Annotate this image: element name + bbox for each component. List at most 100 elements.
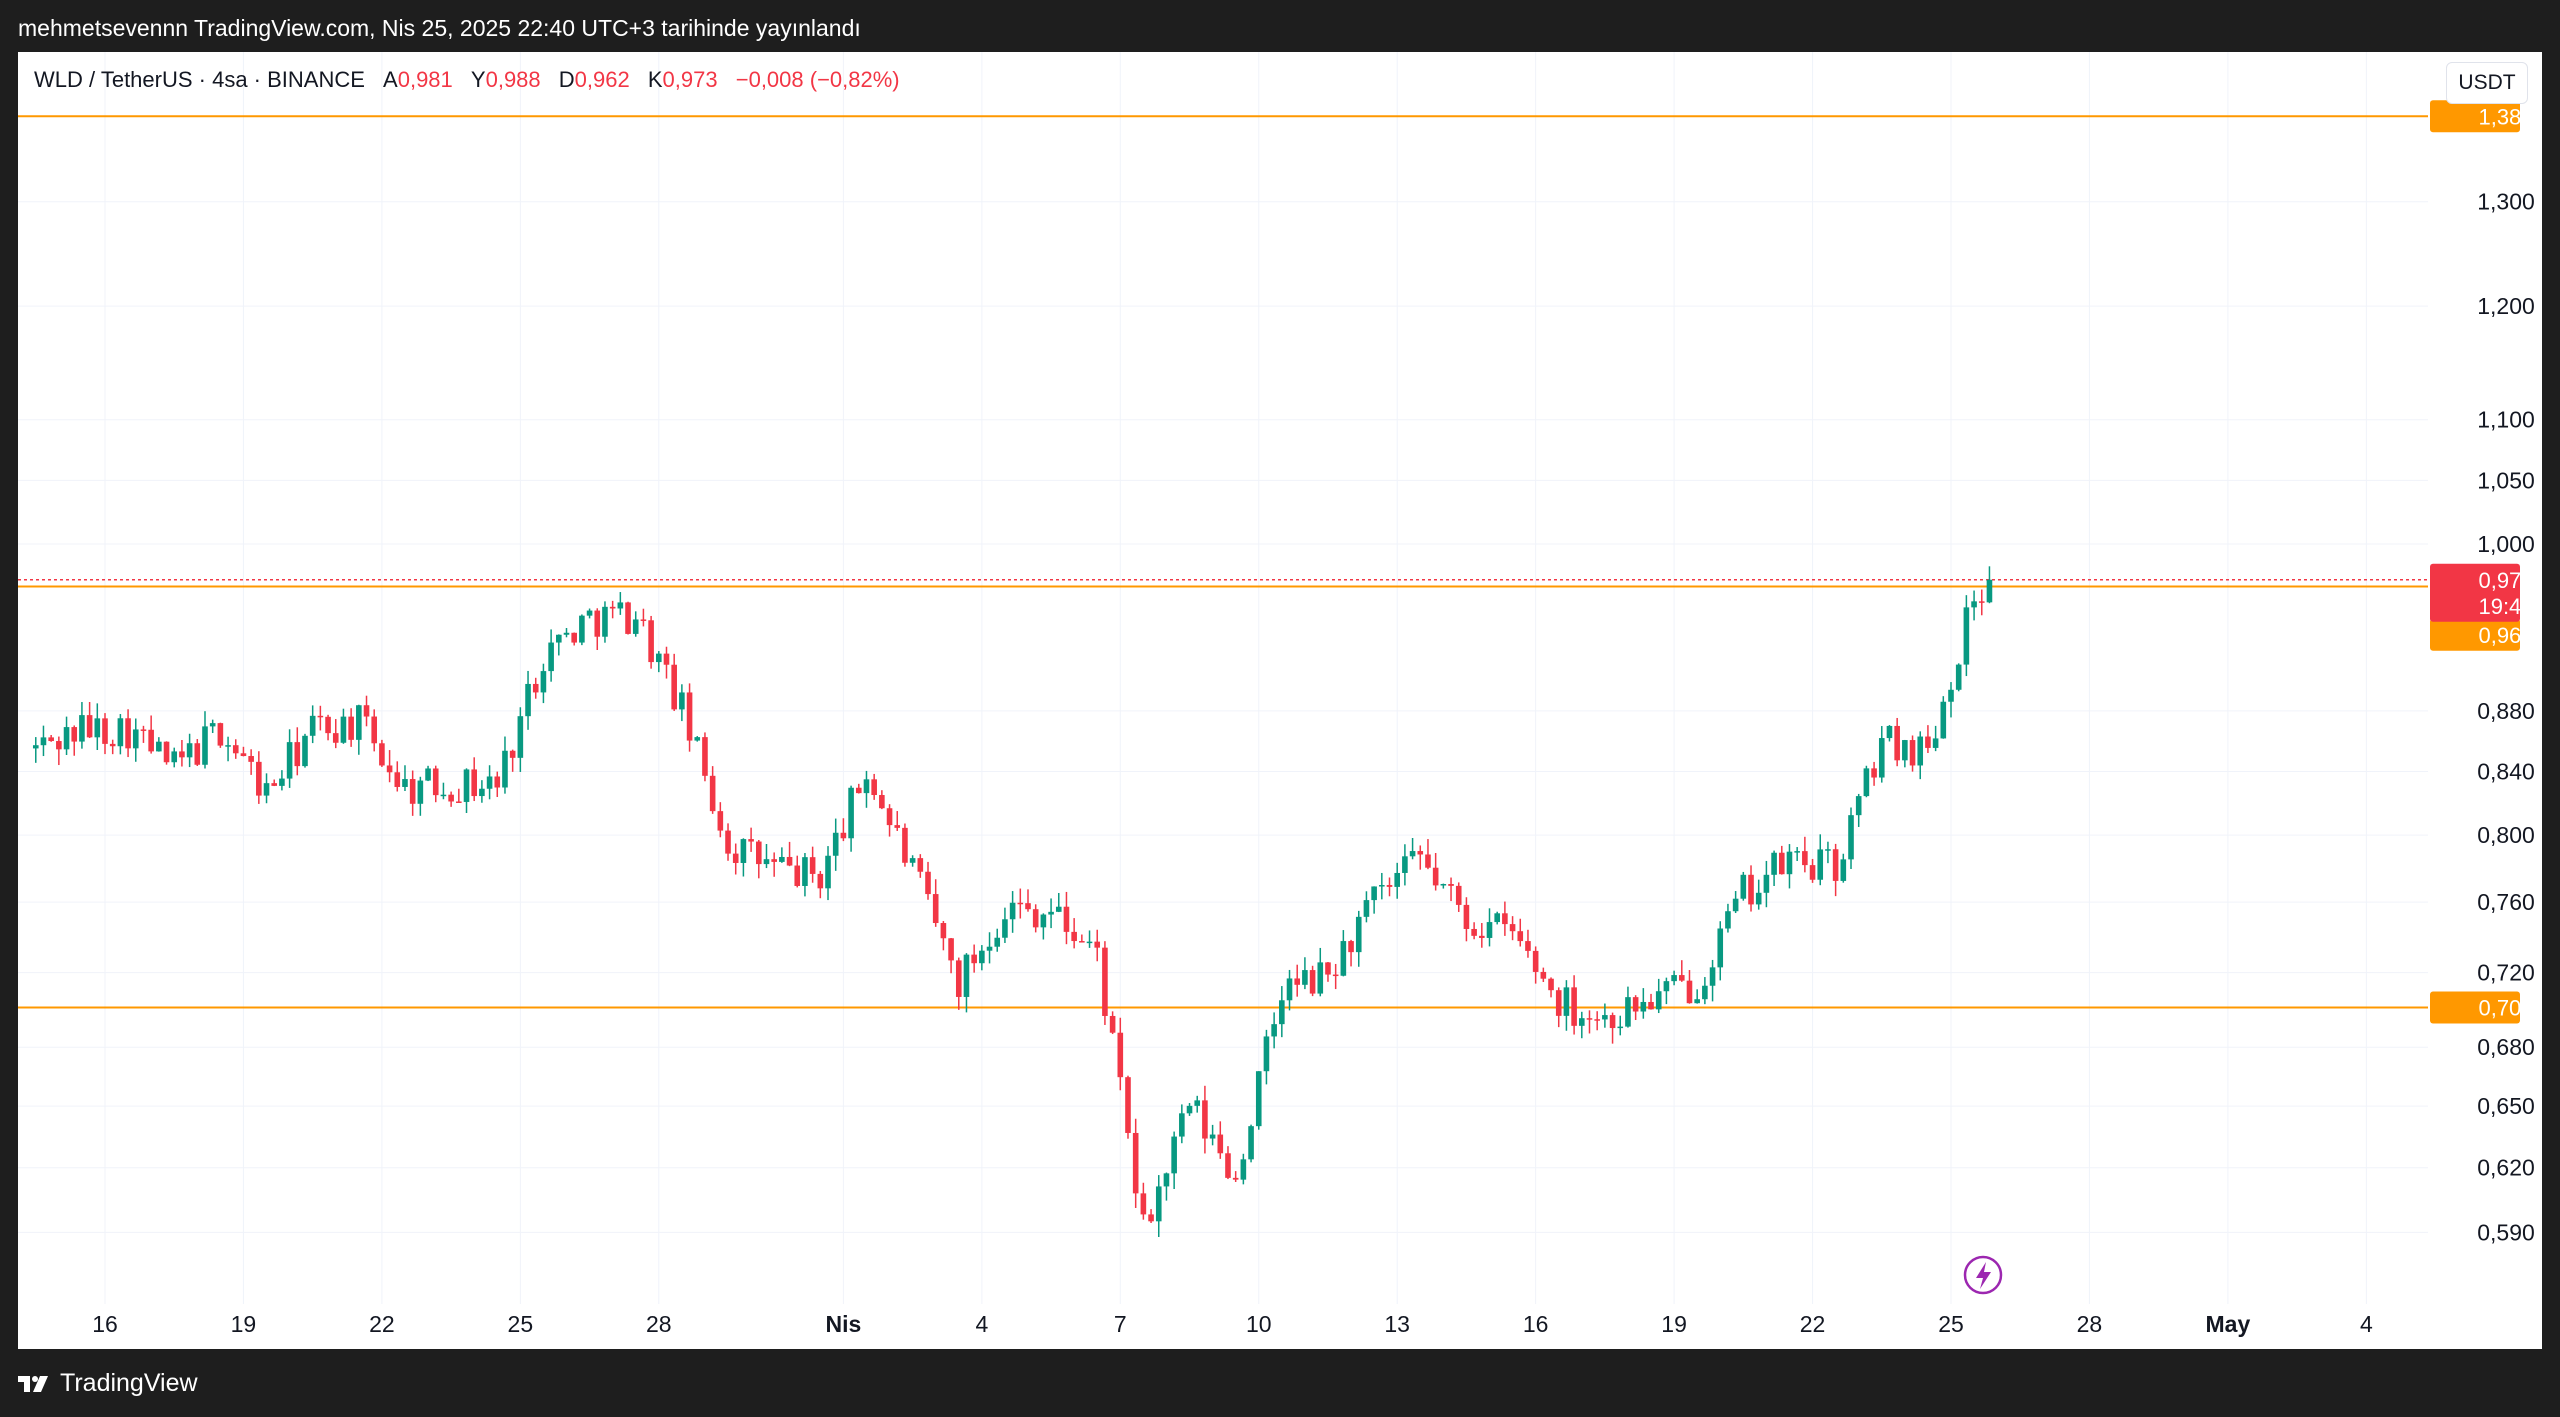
last-price-label: 0,973 — [2478, 568, 2533, 593]
candle-body — [1978, 601, 1985, 603]
candle-body — [832, 832, 839, 856]
candle-body — [1032, 909, 1039, 928]
candle-body — [540, 671, 547, 693]
candle-body — [509, 750, 516, 758]
candle-body — [532, 683, 539, 693]
candle-body — [1048, 911, 1054, 915]
candle-body — [302, 735, 308, 767]
candle-body — [817, 873, 824, 889]
close-value: 0,973 — [662, 67, 718, 92]
candle-body — [102, 718, 108, 744]
candle-body — [1094, 941, 1101, 948]
publish-info: mehmetsevennn TradingView.com, Nis 25, 2… — [18, 15, 861, 41]
candle-body — [1525, 941, 1531, 951]
candle-body — [871, 779, 877, 796]
low-value: 0,962 — [574, 67, 630, 92]
candle-body — [1302, 970, 1308, 985]
candle-body — [386, 765, 393, 773]
candle-body — [1186, 1105, 1193, 1114]
candle-body — [1563, 987, 1570, 1016]
candle-body — [1802, 851, 1808, 866]
candle-body — [286, 742, 293, 779]
candle-body — [132, 729, 139, 749]
candle-body — [1794, 851, 1800, 853]
candle-body — [1509, 924, 1516, 932]
candle-body — [1440, 884, 1447, 886]
candle-body — [1317, 962, 1324, 994]
y-tick-label: 0,760 — [2477, 889, 2535, 915]
candle-body — [1917, 736, 1924, 766]
candle-body — [32, 745, 39, 749]
candle-body — [63, 727, 70, 750]
candle-body — [1786, 851, 1793, 875]
candle-body — [1694, 999, 1700, 1004]
candle-body — [1232, 1177, 1239, 1180]
chart-panel[interactable]: 1,388 0,968 0,701 0,973 19:47 16 19 22 25 28 Nis 4… — [18, 52, 2542, 1349]
candle-body — [986, 946, 993, 951]
candle-body — [802, 857, 808, 886]
x-tick-label: 10 — [1246, 1311, 1272, 1337]
candle-body — [863, 779, 870, 794]
candle-body — [1778, 852, 1785, 875]
candle-body — [886, 808, 893, 826]
candle-body — [202, 726, 208, 765]
candle-body — [694, 737, 701, 741]
candle-body — [1971, 601, 1977, 608]
level-price-label: 0,701 — [2478, 996, 2533, 1021]
candle-body — [1086, 941, 1093, 944]
y-tick-label: 0,620 — [2477, 1155, 2535, 1181]
tradingview-logo[interactable]: TradingView — [18, 1369, 198, 1398]
candle-body — [771, 859, 777, 862]
candle-body — [656, 653, 662, 663]
candle-body — [1948, 689, 1954, 702]
candle-body — [1902, 740, 1908, 761]
candle-body — [1209, 1134, 1216, 1139]
currency-button[interactable]: USDT — [2446, 62, 2528, 104]
candle-body — [486, 776, 493, 789]
candle-body — [440, 794, 447, 797]
candle-body — [663, 653, 670, 665]
candle-body — [1240, 1159, 1247, 1180]
lightning-icon[interactable] — [1963, 1255, 2003, 1295]
candle-body — [625, 602, 631, 634]
candle-body — [125, 718, 131, 749]
candle-body — [394, 772, 401, 787]
candle-body — [1894, 725, 1900, 761]
x-tick-label: 16 — [92, 1311, 118, 1337]
candle-body — [1448, 884, 1454, 886]
candle-body — [1340, 941, 1347, 976]
candle-body — [1725, 911, 1731, 929]
candle-body — [1763, 874, 1770, 893]
candle-body — [563, 632, 570, 635]
x-tick-label: 19 — [1661, 1311, 1687, 1337]
candle-body — [1940, 701, 1947, 739]
candle-body — [840, 832, 847, 839]
candle-body — [1517, 931, 1524, 942]
y-tick-label: 0,880 — [2477, 698, 2535, 724]
candle-body — [163, 741, 170, 763]
x-tick-label: 28 — [2077, 1311, 2103, 1337]
x-tick-label: Nis — [826, 1311, 862, 1337]
candle-body — [1817, 849, 1824, 880]
candle-body — [1394, 872, 1400, 887]
candle-body — [648, 620, 654, 663]
candle-body — [463, 769, 470, 802]
candle-body — [1955, 664, 1962, 690]
high-label: Y — [470, 67, 486, 92]
candle-body — [1171, 1136, 1177, 1174]
candle-body — [594, 610, 601, 637]
markers[interactable] — [1963, 1255, 2003, 1295]
x-tick-label: 16 — [1523, 1311, 1549, 1337]
candle-body — [779, 856, 785, 862]
low-label: D — [558, 67, 575, 92]
bar-countdown-label: 19:47 — [2478, 594, 2533, 619]
candle-body — [1009, 902, 1016, 920]
candle-body — [56, 741, 62, 750]
bottom-bar: TradingView — [0, 1349, 2560, 1417]
open-value: 0,981 — [397, 67, 453, 92]
candle-body — [1332, 974, 1339, 977]
level-price-tag — [2430, 618, 2520, 651]
candle-body — [671, 664, 677, 710]
